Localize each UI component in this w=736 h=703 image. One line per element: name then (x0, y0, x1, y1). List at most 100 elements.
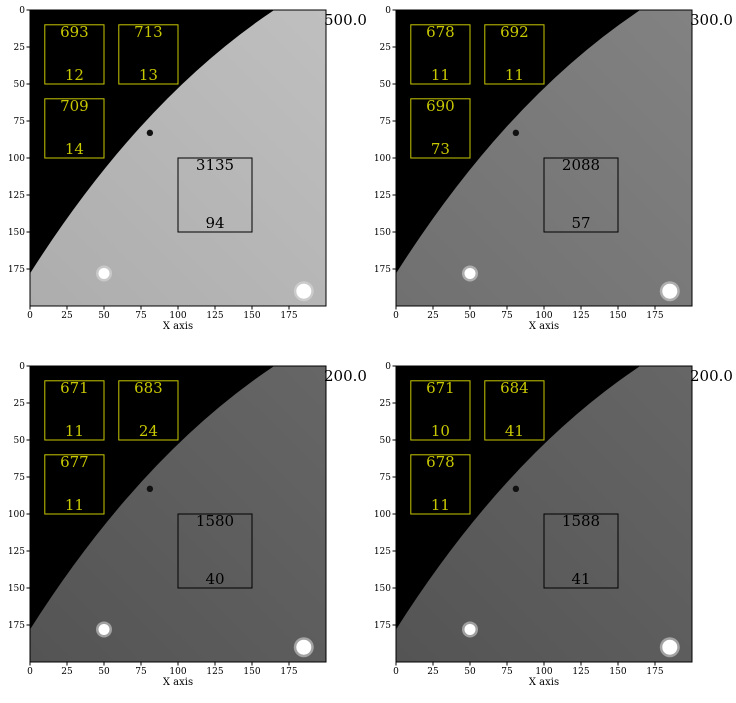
roi-rect (484, 380, 545, 441)
y-tick-label: 125 (8, 191, 25, 201)
roi-rect (543, 157, 619, 233)
x-tick-label: 75 (135, 667, 147, 677)
x-tick-label: 125 (206, 667, 223, 677)
roi-mean-label: 671 (426, 379, 455, 397)
y-tick-label: 100 (374, 154, 391, 164)
roi-std-label: 11 (431, 496, 450, 514)
roi-std-label: 41 (571, 570, 590, 588)
y-tick-label: 150 (374, 228, 391, 238)
roi-std-label: 41 (505, 422, 524, 440)
x-tick-label: 125 (572, 667, 589, 677)
roi-rect (484, 24, 545, 85)
y-tick-label: 150 (8, 228, 25, 238)
y-tick-label: 100 (374, 510, 391, 520)
x-tick-label: 175 (280, 667, 297, 677)
bright-spot (662, 639, 678, 655)
roi-mean-label: 678 (426, 23, 455, 41)
image-panel-4: 671 10 684 41 678 11 1588 41 0 25 50 75 100 125 150 175… (374, 362, 733, 688)
roi-std-label: 10 (431, 422, 450, 440)
image-panel-3: 671 11 683 24 677 11 1580 40 0 25 50 75 100 125 150 175… (8, 362, 367, 688)
x-tick-label: 175 (280, 311, 297, 321)
roi-box-2: 713 13 (118, 23, 179, 85)
roi-mean-label: 2088 (562, 156, 600, 174)
y-tick-label: 175 (8, 265, 25, 275)
x-tick-label: 25 (427, 667, 439, 677)
x-tick-label: 100 (169, 311, 186, 321)
dark-edge (30, 10, 275, 274)
roi-std-label: 94 (205, 214, 224, 232)
dark-edge (30, 366, 275, 630)
roi-rect (177, 513, 253, 589)
roi-std-label: 24 (139, 422, 158, 440)
y-tick-label: 25 (14, 399, 26, 409)
x-axis-label: X axis (163, 677, 193, 688)
x-tick-label: 0 (27, 667, 33, 677)
y-tick-label: 50 (380, 80, 392, 90)
roi-mean-label: 3135 (196, 156, 234, 174)
x-tick-label: 100 (535, 311, 552, 321)
bright-spot (296, 283, 312, 299)
y-tick-label: 150 (374, 584, 391, 594)
roi-std-label: 57 (571, 214, 590, 232)
roi-rect (410, 380, 471, 441)
bright-spot (98, 267, 110, 279)
roi-box-2: 683 24 (118, 379, 179, 441)
x-tick-label: 75 (501, 311, 513, 321)
roi-box-4: 3135 94 (177, 156, 253, 233)
x-tick-label: 25 (61, 667, 73, 677)
bright-spot (662, 283, 678, 299)
y-tick-label: 75 (14, 473, 26, 483)
x-tick-label: 0 (27, 311, 33, 321)
x-tick-label: 75 (501, 667, 513, 677)
x-tick-label: 0 (393, 311, 399, 321)
x-tick-label: 100 (169, 667, 186, 677)
y-tick-label: 125 (8, 547, 25, 557)
y-tick-label: 175 (8, 621, 25, 631)
roi-std-label: 11 (65, 422, 84, 440)
x-tick-label: 75 (135, 311, 147, 321)
roi-rect (410, 24, 471, 85)
roi-box-1: 693 12 (44, 23, 105, 85)
roi-mean-label: 677 (60, 453, 89, 471)
y-tick-label: 50 (380, 436, 392, 446)
roi-box-4: 2088 57 (543, 156, 619, 233)
roi-mean-label: 1580 (196, 512, 234, 530)
image-panel-1: 693 12 713 13 709 14 3135 94 0 25 50 75 100 125 150 175… (8, 6, 367, 332)
x-tick-label: 175 (646, 311, 663, 321)
y-tick-label: 75 (380, 117, 392, 127)
dark-spot (146, 485, 154, 493)
x-tick-label: 25 (427, 311, 439, 321)
roi-mean-label: 709 (60, 97, 89, 115)
roi-box-2: 692 11 (484, 23, 545, 85)
y-tick-label: 0 (19, 6, 25, 16)
panel-title: 200.0 (324, 367, 367, 385)
y-tick-label: 125 (374, 547, 391, 557)
roi-std-label: 11 (431, 66, 450, 84)
y-tick-label: 75 (380, 473, 392, 483)
roi-mean-label: 713 (134, 23, 163, 41)
y-tick-label: 175 (374, 265, 391, 275)
roi-std-label: 11 (505, 66, 524, 84)
dark-spot (512, 485, 520, 493)
roi-std-label: 12 (65, 66, 84, 84)
roi-mean-label: 678 (426, 453, 455, 471)
y-tick-label: 150 (8, 584, 25, 594)
x-tick-label: 150 (609, 667, 626, 677)
image-panel-2: 678 11 692 11 690 73 2088 57 0 25 50 75 100 125 150 175… (374, 6, 733, 332)
y-tick-label: 50 (14, 436, 26, 446)
x-tick-label: 150 (243, 311, 260, 321)
roi-box-1: 678 11 (410, 23, 471, 85)
roi-mean-label: 1588 (562, 512, 600, 530)
roi-rect (44, 24, 105, 85)
roi-std-label: 13 (139, 66, 158, 84)
roi-box-3: 677 11 (44, 453, 105, 515)
x-tick-label: 175 (646, 667, 663, 677)
y-tick-label: 175 (374, 621, 391, 631)
y-tick-label: 0 (385, 6, 391, 16)
roi-rect (177, 157, 253, 233)
dark-edge (396, 366, 641, 630)
x-tick-label: 150 (609, 311, 626, 321)
x-tick-label: 50 (98, 311, 110, 321)
bright-spot (464, 267, 476, 279)
x-tick-label: 0 (393, 667, 399, 677)
